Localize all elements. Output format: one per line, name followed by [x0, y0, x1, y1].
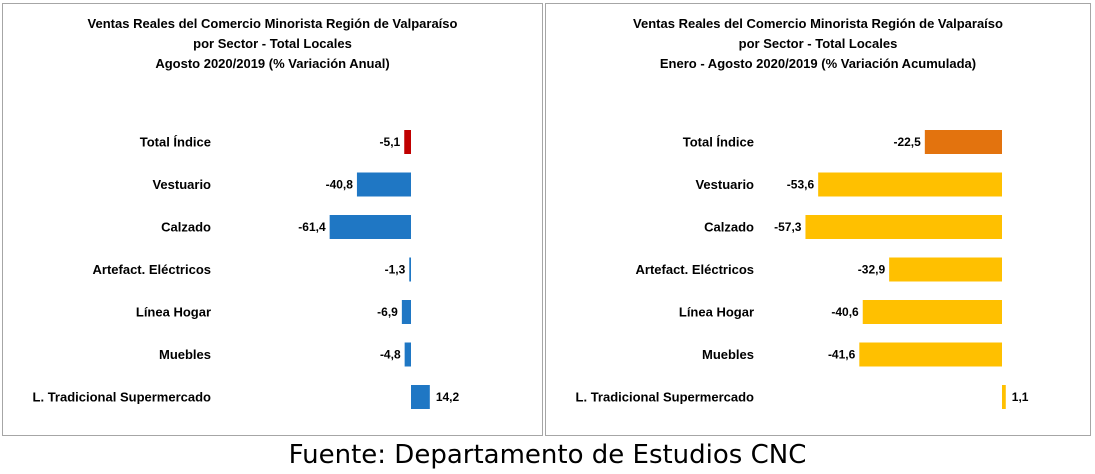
bar [404, 130, 411, 154]
chart-panel-acumulada: Ventas Reales del Comercio Minorista Reg… [545, 3, 1091, 436]
bar [404, 342, 411, 367]
value-label: 14,2 [436, 390, 460, 404]
value-label: -22,5 [893, 135, 921, 149]
value-label: 1,1 [1012, 390, 1029, 404]
value-label: -40,6 [831, 305, 859, 319]
chart-title: Ventas Reales del Comercio Minorista Reg… [546, 14, 1090, 74]
value-label: -32,9 [858, 263, 886, 277]
chart-title: Ventas Reales del Comercio Minorista Reg… [3, 14, 542, 74]
category-label: Muebles [159, 347, 211, 362]
bar [805, 215, 1002, 239]
chart-title-line-2: por Sector - Total Locales [738, 36, 898, 51]
chart-title-line-1: Ventas Reales del Comercio Minorista Reg… [87, 16, 458, 31]
value-label: -1,3 [385, 263, 406, 277]
category-label: L. Tradicional Supermercado [33, 390, 211, 405]
value-label: -53,6 [787, 178, 815, 192]
category-label: Línea Hogar [679, 305, 754, 320]
bar [818, 172, 1002, 197]
chart-title-line-3: Enero - Agosto 2020/2019 (% Variación Ac… [659, 56, 977, 71]
category-label: Vestuario [152, 177, 211, 192]
bar [924, 130, 1002, 154]
bar [862, 300, 1002, 324]
chart-panel-anual: Ventas Reales del Comercio Minorista Reg… [2, 3, 543, 436]
value-label: -41,6 [828, 348, 856, 362]
category-label: Artefact. Eléctricos [636, 262, 755, 277]
category-label: Total Índice [140, 135, 211, 150]
bar [329, 215, 411, 239]
category-label: Línea Hogar [136, 305, 211, 320]
category-label: Muebles [702, 347, 754, 362]
chart-title-line-3: Agosto 2020/2019 (% Variación Anual) [155, 56, 390, 71]
value-label: -57,3 [774, 220, 802, 234]
category-label: Total Índice [683, 135, 754, 150]
bar [1002, 385, 1006, 409]
value-label: -61,4 [298, 220, 326, 234]
bar-chart-anual: Total Índice -5,1 Vestuario -40,8 Calzado -61… [33, 130, 460, 409]
value-label: -6,9 [377, 305, 398, 319]
category-label: L. Tradicional Supermercado [576, 390, 754, 405]
chart-title-line-2: por Sector - Total Locales [193, 36, 352, 51]
value-label: -4,8 [380, 348, 401, 362]
value-label: -40,8 [326, 178, 354, 192]
bar [356, 172, 411, 197]
bar [401, 300, 411, 324]
source-caption: Fuente: Departamento de Estudios CNC [288, 440, 807, 470]
category-label: Calzado [704, 220, 754, 235]
bar [859, 342, 1002, 367]
category-label: Vestuario [695, 177, 754, 192]
value-label: -5,1 [380, 135, 401, 149]
chart-title-line-1: Ventas Reales del Comercio Minorista Reg… [633, 16, 1003, 31]
bar [409, 257, 411, 282]
bar-chart-acumulada: Total Índice -22,5 Vestuario -53,6 Calzado -5… [576, 130, 1029, 409]
category-label: Calzado [161, 220, 211, 235]
category-label: Artefact. Eléctricos [93, 262, 212, 277]
bar [411, 385, 430, 409]
bar [889, 257, 1002, 282]
